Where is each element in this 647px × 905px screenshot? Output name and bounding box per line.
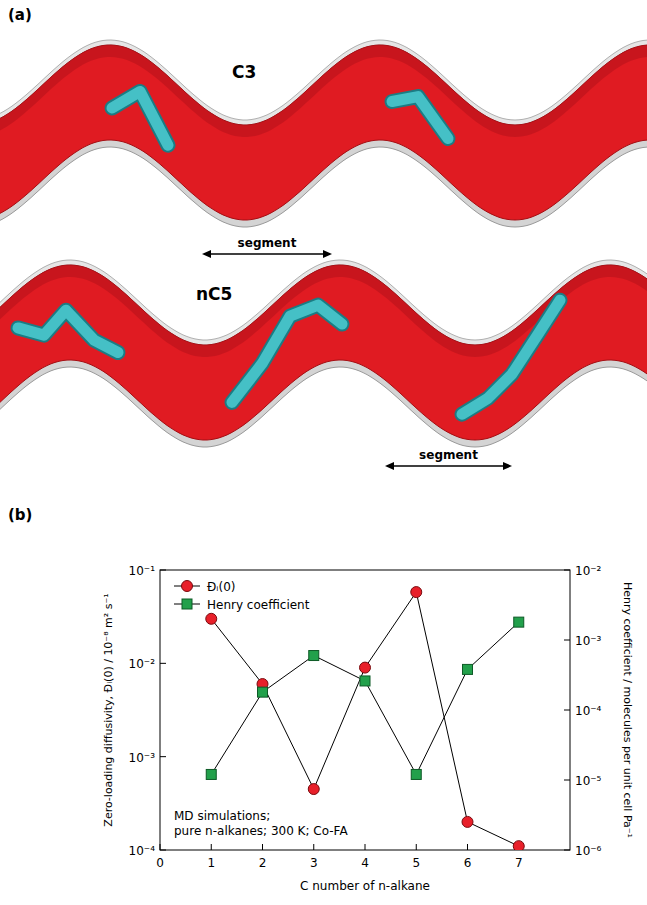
x-tick-label: 4	[361, 856, 369, 870]
x-tick	[416, 844, 417, 850]
y2-tick	[564, 570, 570, 571]
y2-axis-title: Henry coefficient / molecules per unit c…	[621, 582, 634, 838]
molecule	[392, 97, 448, 139]
y2-tick-label: 10⁻³	[575, 634, 602, 648]
segment-label: segment	[419, 448, 478, 462]
channel-rim	[0, 265, 647, 447]
y-tick	[160, 850, 166, 851]
molecule-label: C3	[232, 62, 256, 82]
x-tick-label: 3	[310, 856, 318, 870]
arrow-head	[202, 250, 211, 258]
x-tick-label: 0	[156, 856, 164, 870]
x-tick-label: 6	[464, 856, 472, 870]
y2-tick-label: 10⁻⁵	[575, 774, 602, 788]
x-tick-label: 5	[412, 856, 420, 870]
panel-letter: (b)	[8, 506, 32, 524]
legend-marker	[182, 581, 193, 592]
molecule	[18, 310, 118, 352]
x-tick	[211, 844, 212, 850]
x-tick-label: 7	[515, 856, 523, 870]
y2-tick	[564, 850, 570, 851]
molecule-outline	[462, 300, 560, 414]
channel	[0, 265, 647, 440]
x-tick-label: 1	[207, 856, 215, 870]
x-tick	[365, 844, 366, 850]
data-point	[462, 816, 473, 827]
data-point	[514, 617, 524, 627]
y-tick-label: 10⁻²	[129, 657, 156, 671]
data-point	[360, 676, 370, 686]
y2-tick	[564, 780, 570, 781]
legend-label: Đᵢ(0)	[207, 580, 235, 594]
y2-tick	[564, 640, 570, 641]
data-point	[411, 587, 422, 598]
molecule-label: nC5	[196, 284, 232, 304]
y2-tick-label: 10⁻⁴	[575, 704, 602, 718]
molecule-outline	[18, 310, 118, 352]
data-point	[309, 651, 319, 661]
legend-label: Henry coefficient	[207, 598, 310, 612]
x-tick	[467, 844, 468, 850]
y-tick-label: 10⁻¹	[129, 564, 156, 578]
data-point	[360, 662, 371, 673]
segment-label: segment	[238, 236, 297, 250]
arrow-head	[503, 462, 512, 470]
data-point	[206, 613, 217, 624]
data-point	[258, 687, 268, 697]
arrow-head	[385, 462, 394, 470]
y-tick-label: 10⁻³	[129, 751, 156, 765]
figure: (a) C3 nC5 segment segment (b) 0 1 2 3 4 5 6 7 10⁻⁴ 10⁻…	[0, 0, 647, 905]
y-tick	[160, 570, 166, 571]
annotation: pure n-alkanes; 300 K; Co-FA	[174, 824, 348, 838]
plot-frame	[160, 570, 570, 850]
molecule-outline	[112, 91, 168, 145]
x-tick	[313, 844, 314, 850]
data-point	[206, 769, 216, 779]
annotation: MD simulations;	[174, 809, 270, 823]
panel-letter: (a)	[8, 6, 32, 24]
y-tick	[160, 756, 166, 757]
y-tick-label: 10⁻⁴	[129, 844, 156, 858]
molecule	[232, 305, 342, 402]
data-point	[463, 664, 473, 674]
molecule	[112, 91, 168, 145]
segment-arrow	[204, 253, 330, 254]
data-point	[411, 769, 421, 779]
arrow-head	[323, 250, 332, 258]
legend-marker	[182, 599, 192, 609]
y-tick	[160, 663, 166, 664]
segment-arrow	[387, 465, 510, 466]
data-point	[513, 841, 524, 850]
data-point	[308, 784, 319, 795]
x-axis-title: C number of n-alkane	[300, 879, 430, 893]
channel	[0, 45, 647, 220]
molecule-outline	[392, 97, 448, 139]
x-tick	[262, 844, 263, 850]
y2-tick	[564, 710, 570, 711]
y-axis-title: Zero-loading diffusivity, Đᵢ(0) / 10⁻⁸ m…	[102, 593, 115, 826]
x-tick	[160, 844, 161, 850]
y2-tick-label: 10⁻²	[575, 564, 602, 578]
y2-tick-label: 10⁻⁶	[575, 844, 602, 858]
molecule	[462, 300, 560, 414]
molecule-outline	[232, 305, 342, 402]
channel-shade	[0, 45, 647, 137]
x-tick-label: 2	[259, 856, 267, 870]
series-line	[211, 622, 519, 774]
